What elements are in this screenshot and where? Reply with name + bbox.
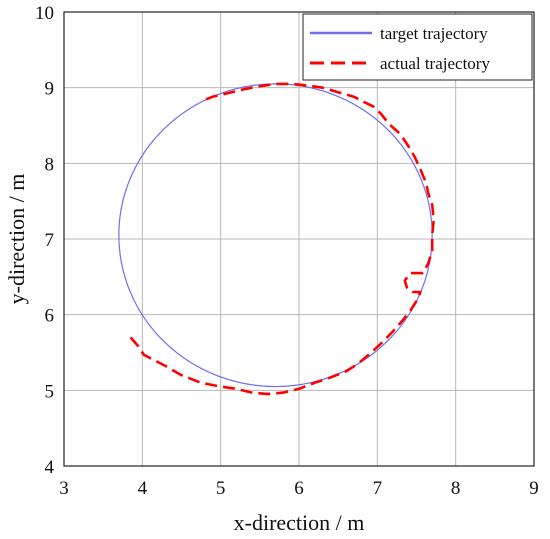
- x-tick-label-3: 3: [59, 478, 69, 499]
- x-tick-label-9: 9: [529, 478, 539, 499]
- x-axis-title: x-direction / m: [234, 510, 365, 535]
- series-target-trajectory: [118, 83, 433, 388]
- series-layer: [118, 82, 436, 396]
- x-tick-label-5: 5: [216, 478, 226, 499]
- x-tick-label-6: 6: [294, 478, 304, 499]
- y-tick-label-5: 5: [45, 381, 55, 402]
- y-tick-label-7: 7: [45, 230, 55, 251]
- legend-box: [302, 13, 533, 81]
- y-tick-label-8: 8: [45, 154, 55, 175]
- legend: target trajectory actual trajectory: [302, 13, 533, 81]
- y-tick-label-6: 6: [45, 306, 55, 327]
- legend-label-target: target trajectory: [380, 24, 488, 43]
- y-tick-label-4: 4: [45, 457, 55, 478]
- x-tick-label-4: 4: [138, 478, 148, 499]
- series-actual-trajectory: [129, 82, 436, 396]
- x-tick-label-7: 7: [373, 478, 383, 499]
- y-axis-title: y-direction / m: [4, 174, 29, 305]
- plot-frame: [63, 11, 535, 467]
- x-tick-label-8: 8: [451, 478, 461, 499]
- legend-label-actual: actual trajectory: [380, 54, 490, 73]
- y-tick-label-9: 9: [45, 79, 55, 100]
- y-tick-label-10: 10: [35, 3, 54, 24]
